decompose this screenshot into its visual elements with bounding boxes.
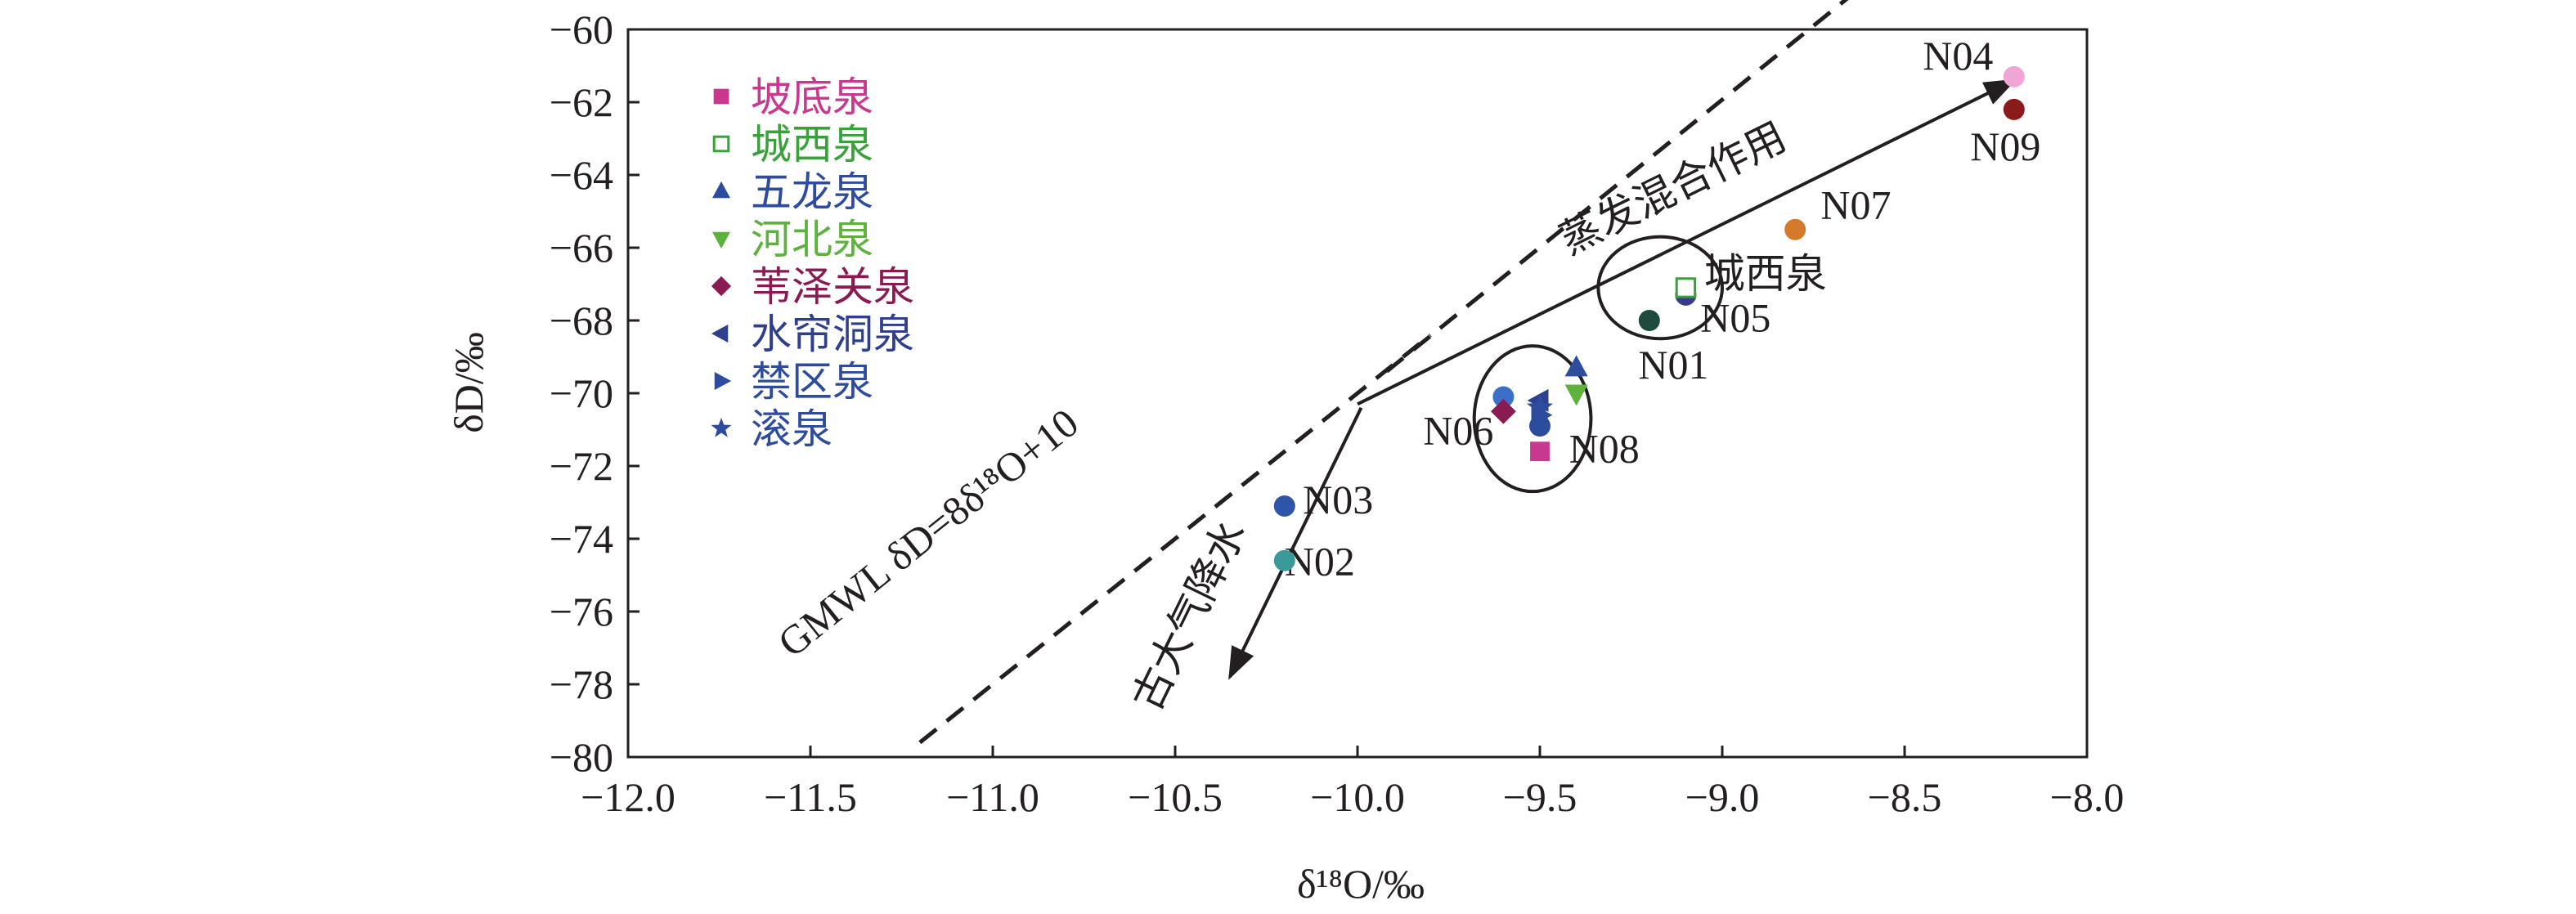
y-tick-label: −78 <box>550 661 613 707</box>
sample-point-n02 <box>1273 549 1295 571</box>
series-point-4 <box>1491 398 1516 424</box>
x-tick-label: −10.5 <box>1128 774 1223 820</box>
point-label: N07 <box>1820 181 1891 227</box>
point-label: N08 <box>1569 426 1640 472</box>
legend-label-5: 水帘洞泉 <box>751 311 914 357</box>
arrow-label-1: 古大气降水 <box>1123 513 1255 718</box>
ellipse-lower <box>1472 344 1593 494</box>
x-tick-label: −8.0 <box>2050 774 2125 820</box>
gmwl-line-lower <box>918 333 1432 745</box>
sample-point-n09 <box>2003 98 2025 120</box>
legend-label-1: 城西泉 <box>751 122 873 168</box>
data-points <box>1273 65 2025 571</box>
series-point-0 <box>1530 441 1550 462</box>
chart-overlay: GMWL δD=8δ¹⁸O+10蒸发混合作用古大气降水城西泉N04N09N07N… <box>770 0 2040 745</box>
y-tick-label: −60 <box>550 7 613 52</box>
point-label: N03 <box>1303 477 1373 522</box>
series-point-2 <box>1564 355 1588 377</box>
arrow-label-0: 蒸发混合作用 <box>1552 113 1793 264</box>
gmwl-line-upper <box>1385 0 1849 374</box>
legend-marker-3 <box>712 231 730 249</box>
legend-label-0: 坡底泉 <box>751 74 873 120</box>
arrow-line-paleo <box>1228 406 1363 680</box>
legend-label-6: 禁区泉 <box>751 359 873 405</box>
series-point-3 <box>1564 384 1588 406</box>
legend-label-2: 五龙泉 <box>751 169 873 215</box>
axes: −12.0 −11.5 −11.0 −10.5 −10.0 −9.5 −9.0 −8.5 −8.… <box>550 7 2125 820</box>
x-tick-label: −11.5 <box>764 774 857 820</box>
ellipse-upper <box>1596 235 1725 341</box>
sample-point-n07 <box>1784 218 1806 240</box>
point-label: N05 <box>1700 294 1770 340</box>
y-tick-label: −64 <box>550 152 613 198</box>
point-label: N09 <box>1970 123 2040 169</box>
y-tick-label: −66 <box>550 225 613 271</box>
point-label: N06 <box>1423 407 1493 453</box>
y-tick-label: −80 <box>550 734 613 780</box>
series-point-1 <box>1675 277 1697 298</box>
sample-point-n04 <box>2003 65 2025 87</box>
y-tick-label: −62 <box>550 79 613 125</box>
point-label: 城西泉 <box>1704 250 1827 298</box>
y-tick-label: −70 <box>550 370 613 416</box>
x-tick-label: −9.0 <box>1685 774 1760 820</box>
point-label: N01 <box>1638 342 1708 388</box>
legend-marker-0 <box>713 88 729 105</box>
legend-marker-7 <box>711 417 732 437</box>
x-tick-label: −11.0 <box>946 774 1039 820</box>
y-tick-label: −76 <box>550 589 613 634</box>
x-axis-title: δ¹⁸O/‰ <box>1297 861 1425 907</box>
legend-label-4: 苇泽关泉 <box>751 264 914 310</box>
x-tick-label: −10.0 <box>1310 774 1405 820</box>
y-tick-label: −72 <box>550 443 613 489</box>
legend-marker-2 <box>712 181 730 199</box>
series-point-7 <box>1527 394 1553 419</box>
point-label: N02 <box>1285 539 1355 585</box>
legend-label-3: 河北泉 <box>751 217 873 262</box>
sample-point-n03 <box>1273 495 1295 517</box>
y-axis-title: δD/‰ <box>446 332 491 433</box>
legend-marker-5 <box>711 325 729 343</box>
sample-point-n01 <box>1638 310 1660 331</box>
x-tick-label: −9.5 <box>1503 774 1577 820</box>
y-tick-label: −74 <box>550 516 613 562</box>
x-tick-label: −12.0 <box>581 774 675 820</box>
legend-label-7: 滚泉 <box>751 406 832 452</box>
point-label: N04 <box>1923 33 1993 78</box>
y-tick-label: −68 <box>550 298 613 343</box>
legend-marker-1 <box>712 135 730 153</box>
legend-marker-6 <box>714 372 732 390</box>
sample-point-n06 <box>1492 386 1515 408</box>
legend-marker-4 <box>711 276 732 297</box>
x-tick-label: −8.5 <box>1868 774 1942 820</box>
